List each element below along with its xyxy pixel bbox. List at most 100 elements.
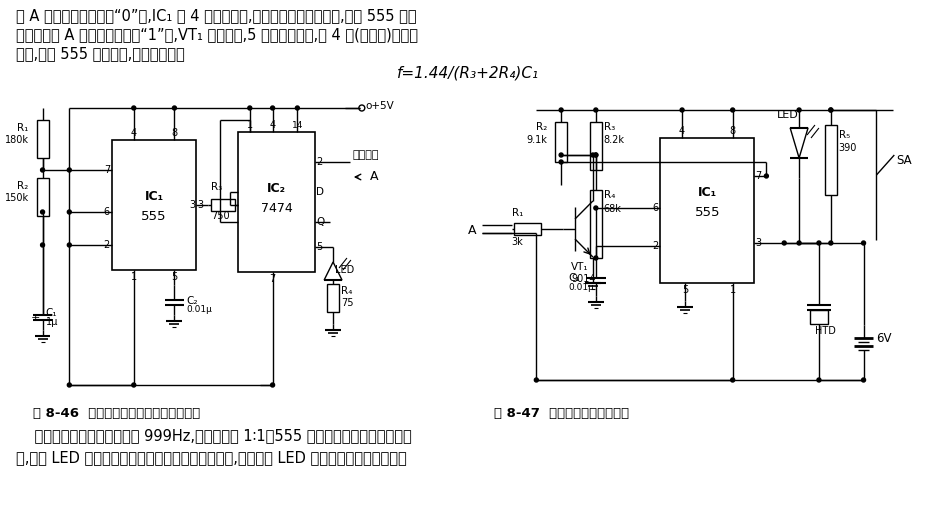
Text: 4: 4 xyxy=(269,120,275,130)
Bar xyxy=(809,310,827,324)
Bar xyxy=(327,284,338,312)
Text: 6V: 6V xyxy=(875,331,891,344)
Text: 4: 4 xyxy=(679,126,684,136)
Bar xyxy=(660,138,754,283)
Text: 2: 2 xyxy=(104,240,110,250)
Text: 3: 3 xyxy=(197,200,203,210)
Text: 750: 750 xyxy=(210,211,230,221)
Circle shape xyxy=(828,108,832,112)
Text: 150k: 150k xyxy=(5,193,29,203)
Text: 8: 8 xyxy=(729,126,735,136)
Text: 0.01μ: 0.01μ xyxy=(567,283,593,292)
Text: 1: 1 xyxy=(247,120,252,130)
Circle shape xyxy=(41,210,44,214)
Text: 4: 4 xyxy=(131,128,136,138)
Text: 6: 6 xyxy=(652,203,657,213)
Circle shape xyxy=(593,153,597,157)
Text: R₃: R₃ xyxy=(210,182,222,192)
Text: 8.2k: 8.2k xyxy=(603,135,624,145)
Text: 振；当探针 A 接触逻辑高电平“1”时,VT₁ 饱和导通,5 脚转呈高电平,且 4 脚(复位端)也呈高: 振；当探针 A 接触逻辑高电平“1”时,VT₁ 饱和导通,5 脚转呈高电平,且 … xyxy=(16,27,417,42)
Circle shape xyxy=(559,108,563,112)
Text: R₂: R₂ xyxy=(18,181,29,191)
Bar xyxy=(590,190,601,258)
Text: HTD: HTD xyxy=(814,326,835,336)
Text: 7: 7 xyxy=(755,171,761,181)
Bar xyxy=(210,199,235,211)
Circle shape xyxy=(295,106,299,110)
Circle shape xyxy=(730,108,734,112)
Text: 14: 14 xyxy=(291,121,303,130)
Circle shape xyxy=(816,378,820,382)
Circle shape xyxy=(41,243,44,247)
Bar xyxy=(590,122,601,170)
Text: C₁: C₁ xyxy=(45,308,57,318)
Circle shape xyxy=(68,210,71,214)
Circle shape xyxy=(559,160,563,164)
Circle shape xyxy=(271,383,274,387)
Text: R₄: R₄ xyxy=(603,190,615,200)
Bar xyxy=(554,122,566,162)
Text: 9.1k: 9.1k xyxy=(526,135,547,145)
Circle shape xyxy=(764,174,768,178)
Text: C₁: C₁ xyxy=(567,273,579,283)
Bar xyxy=(112,140,196,270)
Text: 7474: 7474 xyxy=(260,202,292,215)
Text: R₅: R₅ xyxy=(838,130,849,140)
Circle shape xyxy=(816,241,820,245)
Circle shape xyxy=(271,106,274,110)
Circle shape xyxy=(593,206,597,210)
Text: 6: 6 xyxy=(104,207,110,217)
Circle shape xyxy=(68,168,71,172)
Circle shape xyxy=(781,241,785,245)
Circle shape xyxy=(593,256,597,260)
Circle shape xyxy=(730,378,734,382)
Text: C₂: C₂ xyxy=(186,296,197,306)
Text: 3: 3 xyxy=(189,200,195,210)
Text: 0.01μ: 0.01μ xyxy=(186,305,212,314)
Text: R₃: R₃ xyxy=(603,122,615,132)
Text: 7: 7 xyxy=(104,165,110,175)
Text: 68k: 68k xyxy=(603,204,621,214)
Text: 7: 7 xyxy=(269,274,275,284)
Text: A: A xyxy=(369,170,378,183)
Text: f=1.44/(R₃+2R₄)C₁: f=1.44/(R₃+2R₄)C₁ xyxy=(397,66,539,81)
Text: 9014: 9014 xyxy=(570,274,595,284)
Text: IC₁: IC₁ xyxy=(697,186,717,199)
Text: 3k: 3k xyxy=(511,237,523,247)
Circle shape xyxy=(41,168,44,172)
Text: R₄: R₄ xyxy=(340,286,352,296)
Circle shape xyxy=(132,383,135,387)
Bar xyxy=(824,125,836,195)
Circle shape xyxy=(534,378,538,382)
Text: A: A xyxy=(468,224,476,237)
Circle shape xyxy=(172,106,176,110)
Text: D: D xyxy=(316,187,324,197)
Text: +: + xyxy=(31,313,40,323)
Circle shape xyxy=(860,241,865,245)
Text: 555: 555 xyxy=(694,206,719,219)
Text: VT₁: VT₁ xyxy=(570,262,588,272)
Circle shape xyxy=(68,383,71,387)
Circle shape xyxy=(248,106,251,110)
Circle shape xyxy=(796,241,800,245)
Text: 针 A 悬空或触及低电平“0”时,IC₁ 的 4 脚是低电位,使时基电路被强制复位,此时 555 不起: 针 A 悬空或触及低电平“0”时,IC₁ 的 4 脚是低电位,使时基电路被强制复… xyxy=(16,8,416,23)
Bar xyxy=(36,178,48,216)
Text: Q: Q xyxy=(316,217,324,227)
Text: IC₂: IC₂ xyxy=(267,182,286,195)
Text: 5: 5 xyxy=(681,285,688,295)
Text: 图 8-46  检测高、低电平的逻辑探头电路: 图 8-46 检测高、低电平的逻辑探头电路 xyxy=(32,407,199,420)
Circle shape xyxy=(860,378,865,382)
Circle shape xyxy=(828,241,832,245)
Circle shape xyxy=(593,153,597,157)
Text: 1: 1 xyxy=(729,285,735,295)
Text: 3: 3 xyxy=(755,238,761,248)
Text: 75: 75 xyxy=(340,298,353,308)
Text: 555: 555 xyxy=(141,210,167,223)
Circle shape xyxy=(796,108,800,112)
Text: 逻辑探头: 逻辑探头 xyxy=(352,150,379,160)
Circle shape xyxy=(68,243,71,247)
Text: 响,同时 LED 发光。若探针探到的是断续高、低电平,扬声器和 LED 将交替发出声、光信号。: 响,同时 LED 发光。若探针探到的是断续高、低电平,扬声器和 LED 将交替发… xyxy=(16,450,406,465)
Text: LED: LED xyxy=(777,110,798,120)
Text: o+5V: o+5V xyxy=(365,101,394,111)
Text: 5: 5 xyxy=(316,242,322,252)
